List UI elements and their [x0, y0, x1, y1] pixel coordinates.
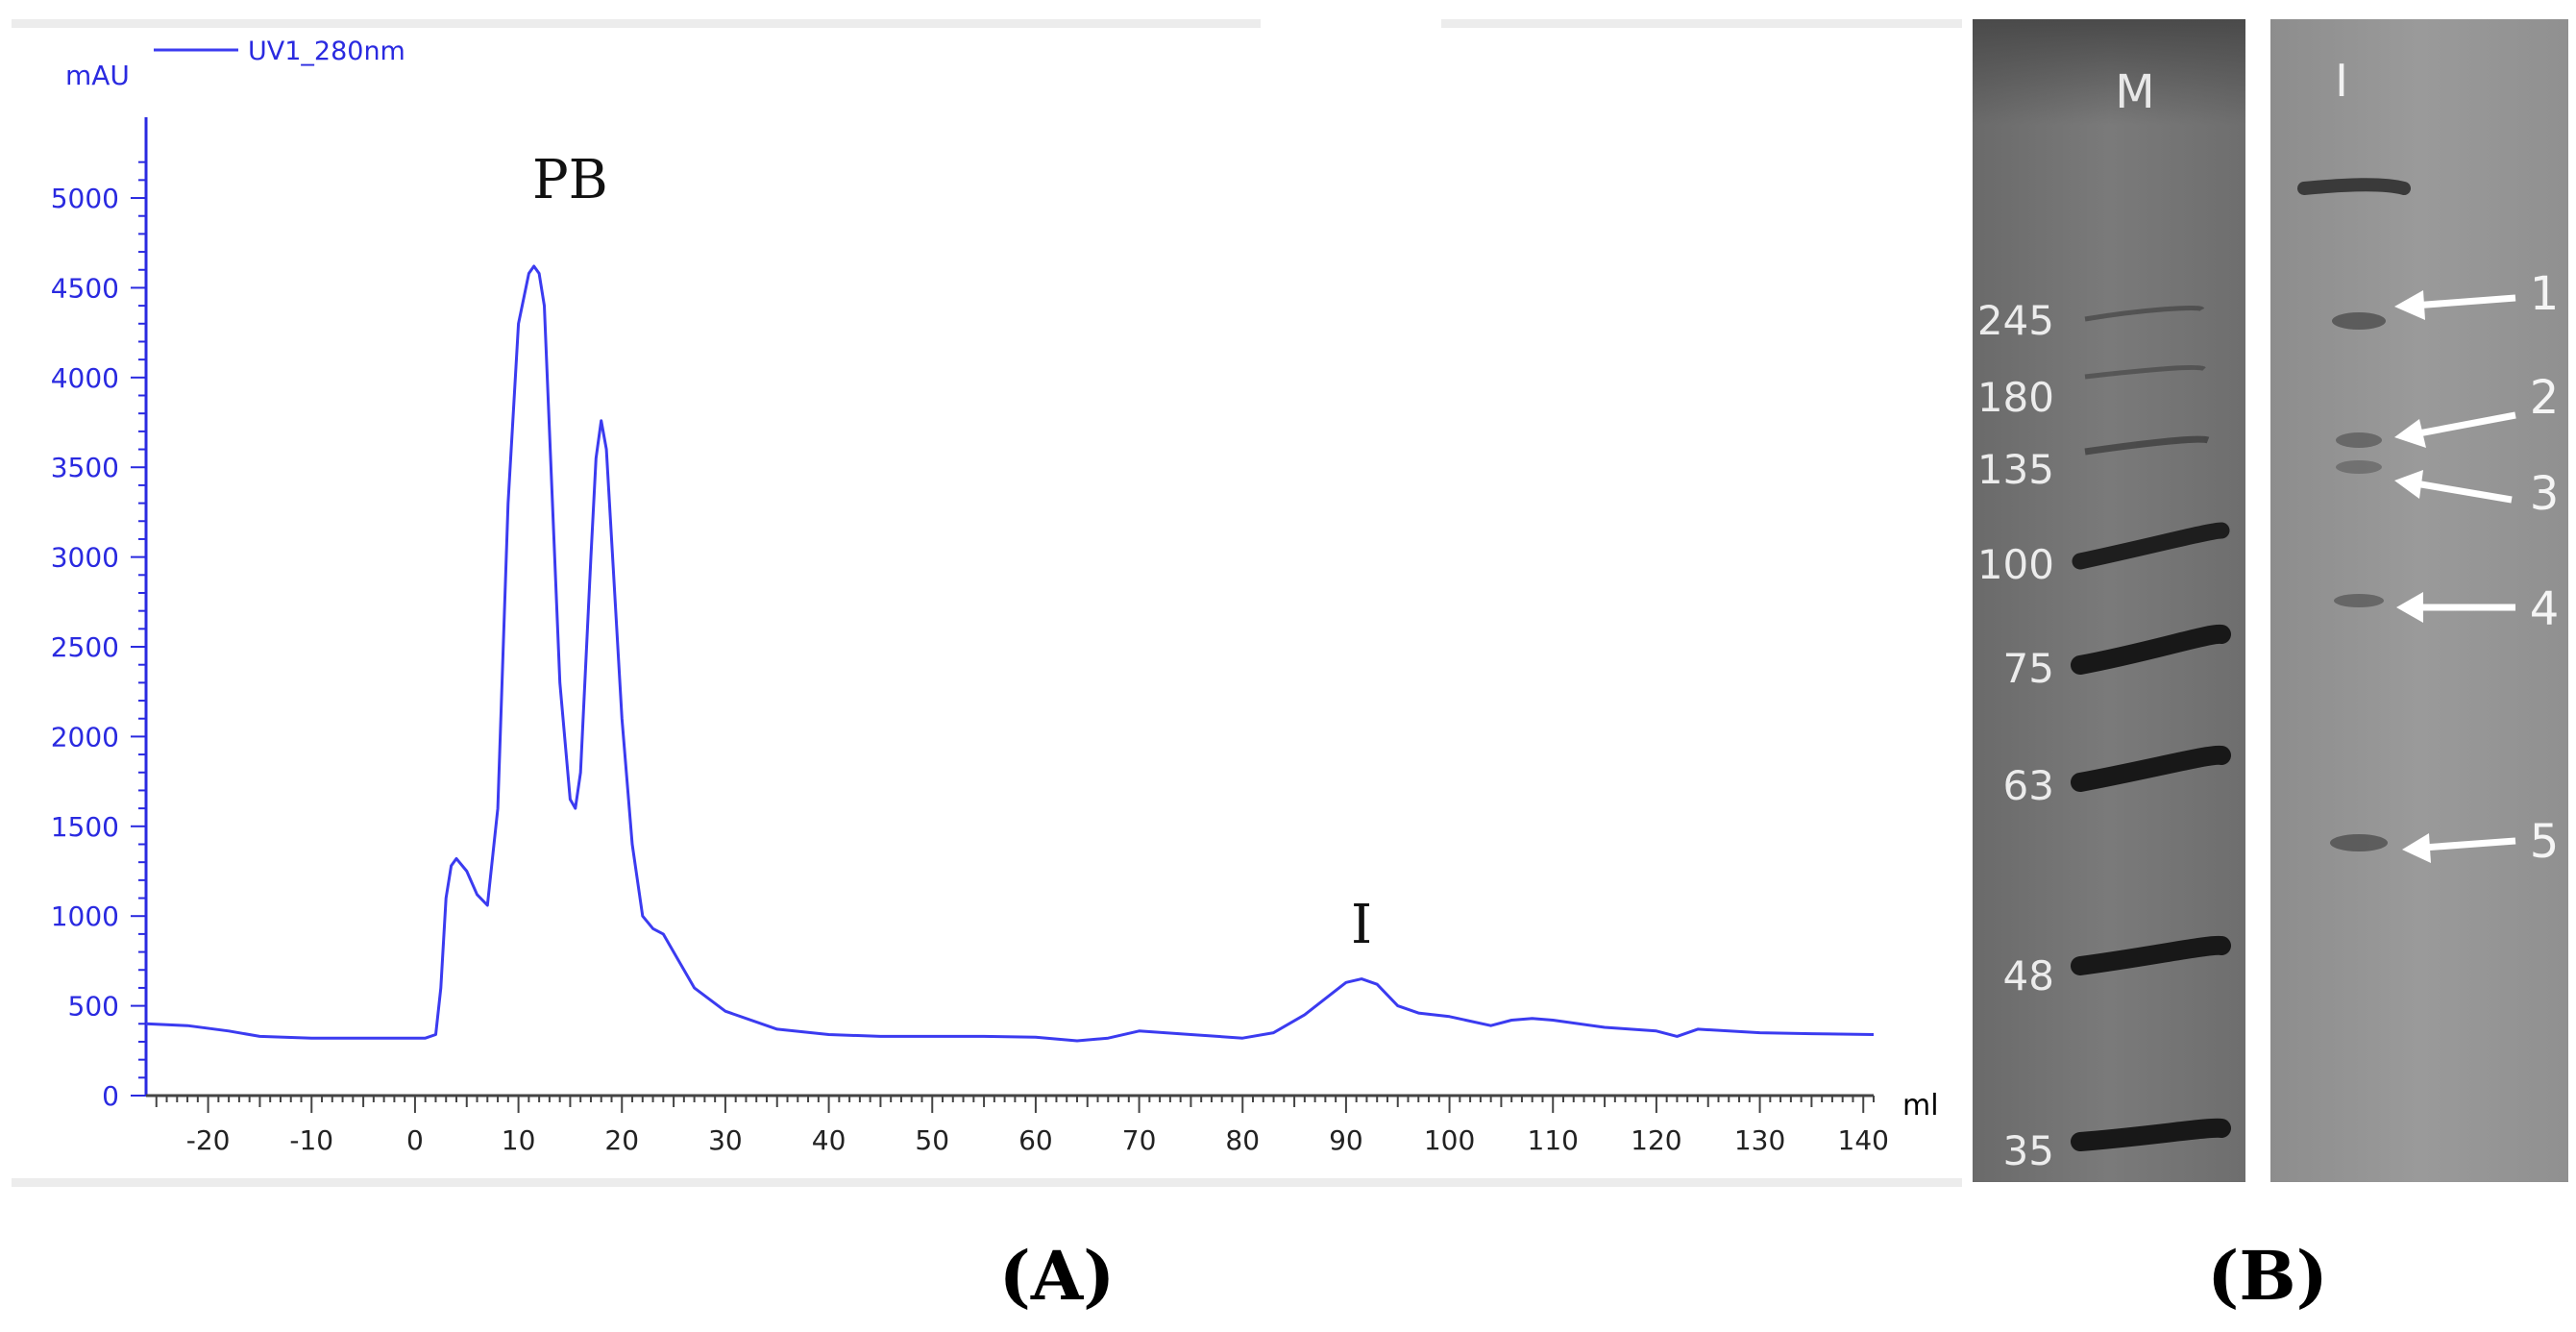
band-number-labels: 1 2 3 4 5: [2530, 267, 2560, 869]
y-tick-label: 4500: [51, 272, 119, 304]
band-number-label-5: 5: [2530, 815, 2560, 869]
marker-size-labels: 245 180 135 100 75 63 48 35: [1977, 297, 2054, 1174]
ladder-band-75: [2071, 624, 2231, 675]
peak-annotation-2: I: [1351, 894, 1372, 956]
gel-marker-lane: [1973, 19, 2245, 1182]
arrow-2-shaft: [2413, 411, 2516, 438]
x-tick-label: -20: [186, 1124, 231, 1156]
peak-annotation-1: PB: [532, 149, 608, 211]
arrow-5-head: [2402, 833, 2431, 863]
arrow-3-head: [2394, 470, 2423, 499]
y-tick-label: 1500: [51, 811, 119, 843]
arrow-1-head: [2394, 290, 2425, 320]
chromatogram-panel: UV1_280nm mAU ml 05001000150020002500300…: [12, 19, 1962, 1187]
sample-band-1: [2332, 312, 2386, 330]
marker-size-label-35: 35: [2003, 1127, 2054, 1174]
y-tick-label: 1000: [51, 900, 119, 932]
x-tick-label: 20: [604, 1124, 639, 1156]
ladder-band-63: [2071, 745, 2231, 792]
y-tick-label: 3000: [51, 542, 119, 574]
chart-axes: [144, 117, 1874, 1098]
bottom-frame-bar: [12, 1178, 1962, 1187]
ladder-band-135: [2084, 435, 2210, 456]
x-tick-label: 10: [502, 1124, 536, 1156]
x-tick-label: 70: [1122, 1124, 1157, 1156]
gel-panel: M 245 180 135 100 75 63 48 35 I 1 2 3 4 5: [1973, 19, 2568, 1182]
ladder-band-35: [2071, 1118, 2231, 1151]
ladder-band-245: [2084, 305, 2205, 322]
marker-lane-label: M: [2115, 65, 2154, 119]
sample-band-top: [2297, 178, 2411, 195]
chart-series: [145, 264, 1875, 1043]
sample-band-2: [2336, 432, 2382, 448]
x-tick-label: 130: [1734, 1124, 1785, 1156]
band-number-label-2: 2: [2530, 371, 2560, 425]
x-axis-unit: ml: [1902, 1089, 1939, 1122]
y-axis-ticks: 0 500 1000 1500 2000 2500 3000 3500 4000 4500 5000: [51, 160, 146, 1112]
series-line-uv1-280nm: [145, 264, 1875, 1043]
x-tick-label: 90: [1329, 1124, 1363, 1156]
x-tick-label: 60: [1018, 1124, 1053, 1156]
y-tick-label: 4000: [51, 362, 119, 394]
arrow-3-shaft: [2415, 480, 2513, 504]
arrow-1-shaft: [2413, 294, 2516, 309]
x-tick-label: 50: [915, 1124, 949, 1156]
y-tick-label: 0: [102, 1080, 119, 1112]
marker-size-label-48: 48: [2003, 952, 2054, 999]
marker-size-label-63: 63: [2003, 762, 2054, 809]
top-frame-bar-right: [1441, 19, 1962, 28]
band-number-label-4: 4: [2530, 582, 2560, 636]
marker-size-label-180: 180: [1977, 374, 2054, 421]
band-number-label-3: 3: [2530, 467, 2560, 521]
legend-label: UV1_280nm: [248, 37, 405, 66]
arrow-4-head: [2396, 592, 2423, 623]
gel-marker-lane-top-shadow: [1973, 19, 2245, 125]
x-tick-label: 30: [708, 1124, 743, 1156]
arrow-5-shaft: [2422, 837, 2516, 851]
y-axis-unit: mAU: [65, 60, 130, 91]
panel-label-a: (A): [999, 1236, 1116, 1316]
sample-band-5: [2330, 834, 2388, 851]
y-tick-label: 2000: [51, 721, 119, 752]
sample-lane-label: I: [2335, 55, 2348, 107]
x-tick-label: -10: [289, 1124, 333, 1156]
x-tick-label: 140: [1838, 1124, 1889, 1156]
marker-size-label-100: 100: [1977, 541, 2054, 588]
legend: UV1_280nm: [154, 37, 405, 66]
ladder-band-100: [2072, 522, 2230, 570]
y-tick-label: 500: [68, 991, 119, 1023]
marker-size-label-245: 245: [1977, 297, 2054, 344]
sample-band-4: [2334, 594, 2384, 607]
panel-label-b: (B): [2207, 1236, 2327, 1316]
marker-size-label-135: 135: [1977, 446, 2054, 493]
x-tick-label: 80: [1225, 1124, 1260, 1156]
y-tick-label: 2500: [51, 631, 119, 663]
arrow-2-head: [2394, 419, 2426, 448]
band-number-label-1: 1: [2530, 267, 2560, 321]
marker-size-label-75: 75: [2003, 645, 2054, 692]
ladder-band-180: [2084, 364, 2206, 380]
x-tick-label: 40: [812, 1124, 846, 1156]
x-tick-label: 100: [1424, 1124, 1475, 1156]
x-axis-ticks: -20 -10 0 10 20 30 40 50 60 70 80 90 100 110 120 130 140: [155, 1096, 1889, 1156]
sample-lane-bands: [2297, 178, 2411, 851]
chart-annotations: PB I: [532, 149, 1372, 956]
y-tick-label: 5000: [51, 183, 119, 214]
y-tick-label: 3500: [51, 452, 119, 483]
x-tick-label: 0: [406, 1124, 424, 1156]
x-tick-label: 110: [1528, 1124, 1579, 1156]
band-arrows: [2394, 290, 2516, 863]
top-frame-bar-left: [12, 19, 1261, 28]
marker-ladder-bands: [2071, 305, 2231, 1151]
x-tick-label: 120: [1631, 1124, 1681, 1156]
sample-band-3: [2336, 460, 2382, 474]
ladder-band-48: [2071, 935, 2231, 975]
